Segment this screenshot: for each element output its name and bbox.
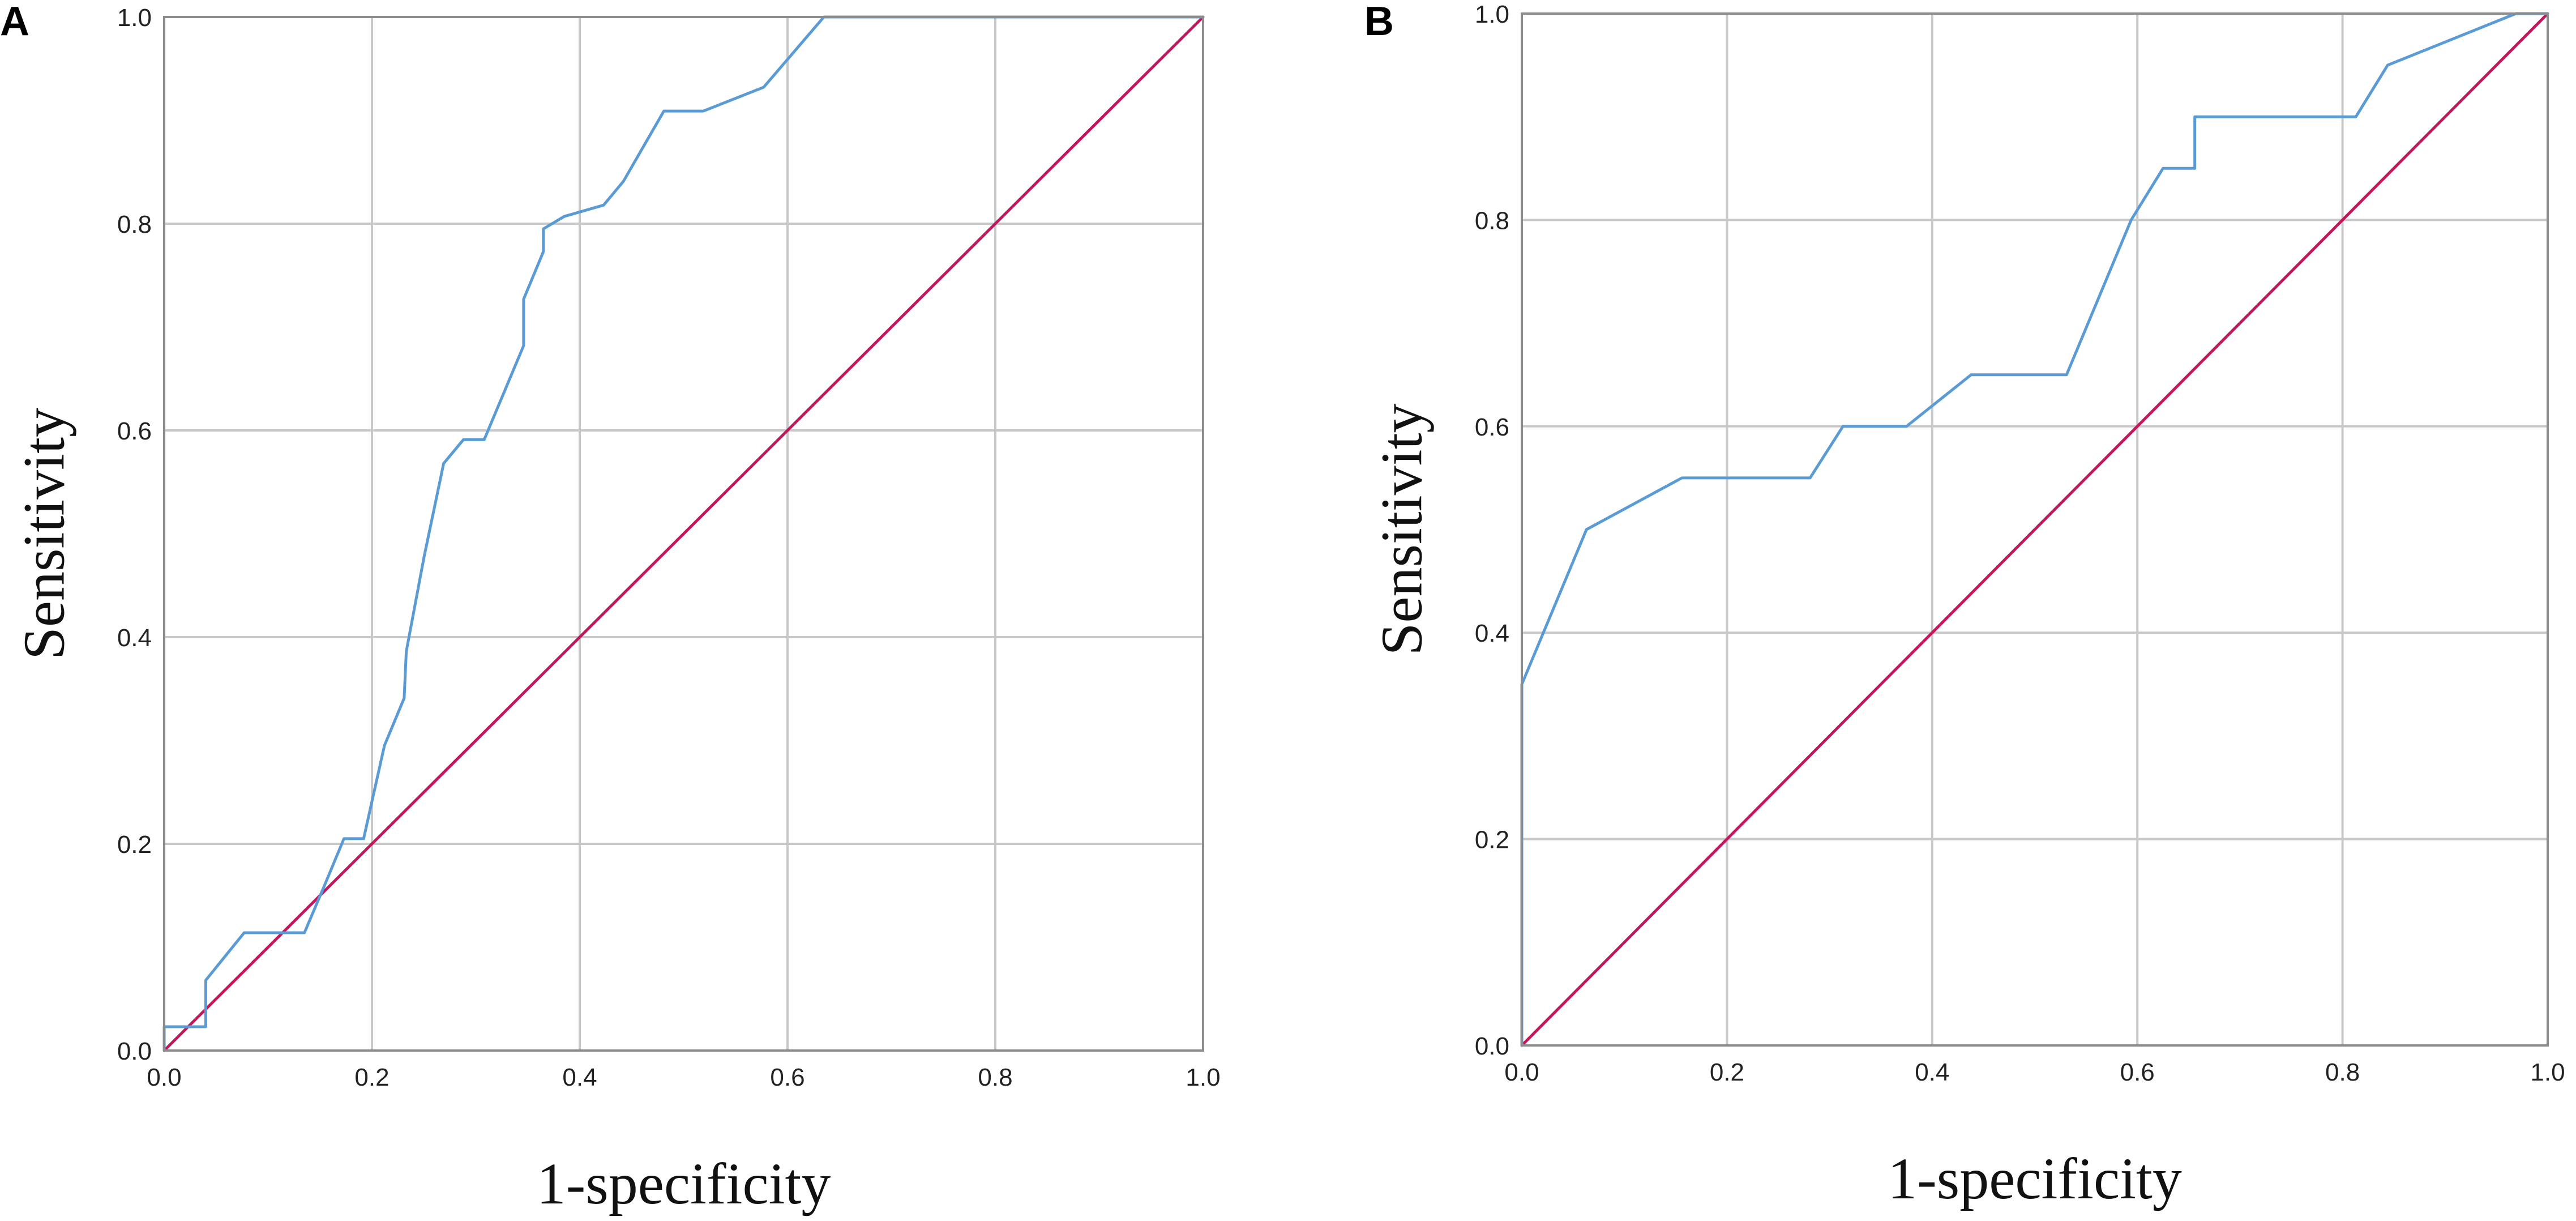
reference-line [1520, 12, 2549, 1047]
y-tick-label: 0.0 [1475, 1032, 1509, 1060]
y-tick-label: 0.8 [1475, 207, 1509, 234]
x-tick-label: 1.0 [2530, 1058, 2565, 1086]
x-tick-label: 0.8 [978, 1064, 1012, 1091]
x-axis-title: 1-specificity [537, 1151, 831, 1216]
x-tick-label: 0.2 [1710, 1058, 1744, 1086]
x-tick-label: 0.6 [770, 1064, 805, 1091]
x-tick-labels: 0.0 0.2 0.4 0.6 0.8 1.0 [1504, 1058, 2565, 1086]
y-tick-label: 1.0 [1475, 1, 1509, 28]
y-tick-label: 0.4 [117, 624, 152, 652]
y-axis-title: Sensitivity [12, 408, 77, 660]
grid [164, 17, 1203, 1051]
y-tick-labels: 0.0 0.2 0.4 0.6 0.8 1.0 [1475, 1, 1509, 1060]
panel-label: B [1364, 0, 1394, 44]
y-tick-label: 1.0 [117, 4, 152, 32]
plot-frame [1521, 12, 2549, 1047]
y-tick-label: 0.4 [1475, 620, 1509, 647]
panel-label: A [0, 0, 29, 44]
grid [1522, 14, 2548, 1045]
x-tick-label: 0.2 [354, 1064, 389, 1091]
x-tick-label: 1.0 [1186, 1064, 1220, 1091]
y-tick-label: 0.0 [117, 1038, 152, 1065]
y-tick-labels: 0.0 0.2 0.4 0.6 0.8 1.0 [117, 4, 152, 1065]
reference-line [162, 15, 1205, 1052]
y-tick-label: 0.2 [1475, 826, 1509, 854]
series-layer [162, 15, 1205, 1052]
x-tick-label: 0.8 [2325, 1058, 2360, 1086]
y-tick-label: 0.8 [117, 211, 152, 238]
y-tick-label: 0.6 [1475, 413, 1509, 441]
series-layer [1520, 12, 2549, 1047]
x-tick-label: 0.6 [2120, 1058, 2155, 1086]
x-tick-label: 0.4 [562, 1064, 597, 1091]
x-tick-label: 0.0 [1504, 1058, 1539, 1086]
x-tick-label: 0.0 [147, 1064, 181, 1091]
x-tick-label: 0.4 [1915, 1058, 1949, 1086]
roc-curve-line [162, 15, 1205, 1052]
roc-panel-a: A 0.0 0.2 0.4 0.6 0.8 1.0 0.0 0.2 0.4 0.… [0, 0, 1221, 1216]
roc-panel-b: B 0.0 0.2 0.4 0.6 0.8 1.0 0.0 0.2 0.4 0.… [1364, 0, 2565, 1211]
plot-frame [163, 16, 1204, 1052]
roc-curve-line [1520, 12, 2549, 1047]
x-tick-labels: 0.0 0.2 0.4 0.6 0.8 1.0 [147, 1064, 1220, 1091]
y-axis-title: Sensitivity [1370, 404, 1435, 656]
x-axis-title: 1-specificity [1888, 1146, 2182, 1211]
y-tick-label: 0.6 [117, 417, 152, 445]
y-tick-label: 0.2 [117, 831, 152, 859]
